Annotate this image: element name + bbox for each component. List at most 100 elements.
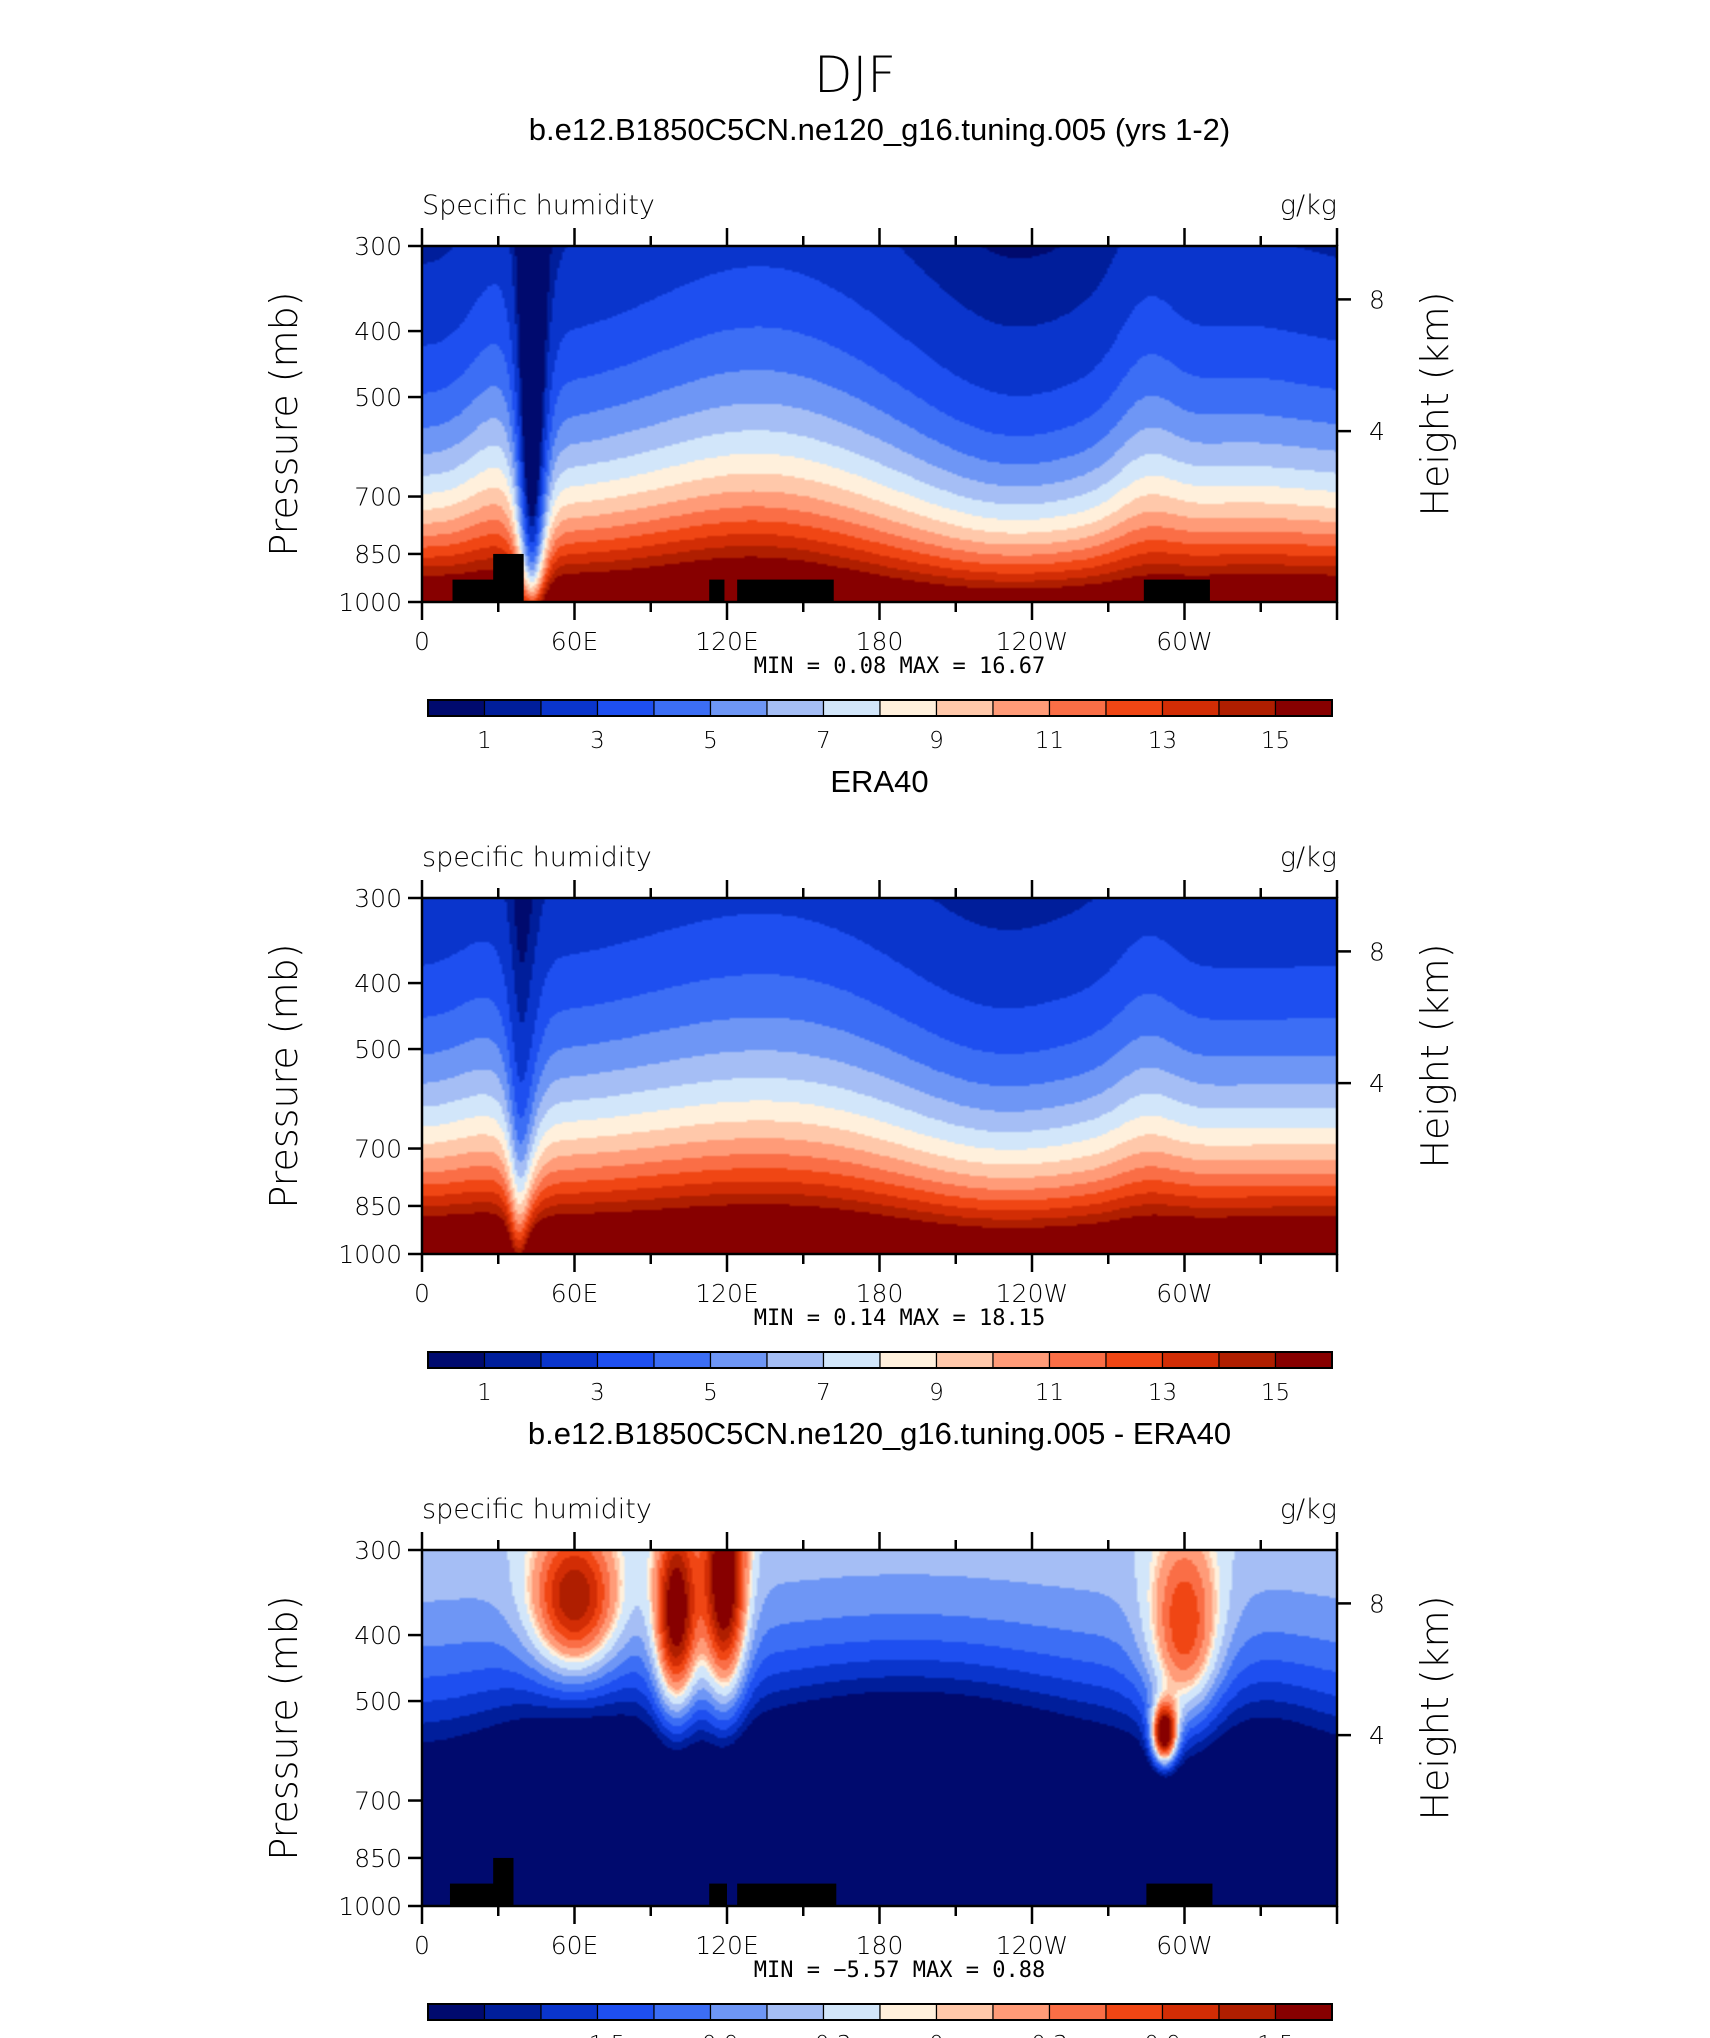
colorbar-label: 1 bbox=[477, 1380, 492, 1406]
x-tick-label: 120E bbox=[695, 1931, 759, 1960]
panel-3: b.e12.B1850C5CN.ne120_g16.tuning.005 - E… bbox=[262, 1416, 1457, 2038]
x-tick-label: 60E bbox=[551, 1931, 599, 1960]
colorbar-swatch bbox=[935, 2003, 994, 2021]
terrain-mask bbox=[1143, 579, 1210, 602]
y2-tick-label: 8 bbox=[1369, 937, 1385, 966]
y2-axis-title: Height (km) bbox=[1413, 1595, 1457, 1820]
colorbar-label: 3 bbox=[590, 1380, 605, 1406]
colorbar-swatch bbox=[653, 2003, 712, 2021]
panel-1: b.e12.B1850C5CN.ne120_g16.tuning.005 (yr… bbox=[262, 112, 1457, 754]
colorbar-label: 5 bbox=[703, 1380, 718, 1406]
min-max-label: MIN = −5.57 MAX = 0.88 bbox=[754, 1958, 1045, 1983]
colorbar-label: 3 bbox=[590, 728, 605, 754]
y2-tick-label: 4 bbox=[1369, 1069, 1385, 1098]
colorbar-swatch bbox=[596, 1351, 655, 1369]
colorbar-swatch bbox=[1218, 2003, 1277, 2021]
left-string: Specific humidity bbox=[422, 190, 655, 221]
colorbar-label: 11 bbox=[1035, 728, 1064, 754]
y-tick-label: 850 bbox=[354, 1844, 402, 1873]
colorbar-swatch bbox=[1105, 2003, 1164, 2021]
colorbar-swatch bbox=[1218, 1351, 1277, 1369]
colorbar-swatch bbox=[1274, 2003, 1333, 2021]
y-tick-label: 850 bbox=[354, 540, 402, 569]
colorbar-swatch bbox=[822, 2003, 881, 2021]
colorbar-swatch bbox=[879, 699, 938, 717]
panel-title: ERA40 bbox=[830, 764, 928, 799]
panel-title: b.e12.B1850C5CN.ne120_g16.tuning.005 - E… bbox=[528, 1416, 1231, 1451]
y2-tick-label: 8 bbox=[1369, 285, 1385, 314]
colorbar-swatch bbox=[653, 1351, 712, 1369]
colorbar-label: 7 bbox=[816, 728, 831, 754]
colorbar-swatch bbox=[822, 699, 881, 717]
colorbar-frame bbox=[427, 699, 1333, 717]
colorbar-label: 1.5 bbox=[1257, 2032, 1294, 2038]
x-tick-label: 120E bbox=[695, 627, 759, 656]
colorbar-label: 13 bbox=[1148, 1380, 1177, 1406]
colorbar-swatch bbox=[1161, 2003, 1220, 2021]
colorbar-swatch bbox=[1048, 2003, 1107, 2021]
colorbar-label: 5 bbox=[703, 728, 718, 754]
colorbar-label: 11 bbox=[1035, 1380, 1064, 1406]
terrain-mask bbox=[449, 1883, 496, 1906]
colorbar-swatch bbox=[1161, 1351, 1220, 1369]
colorbar-swatch bbox=[879, 2003, 938, 2021]
colorbar-swatch bbox=[709, 1351, 768, 1369]
main-title: DJF bbox=[814, 46, 896, 104]
terrain-mask bbox=[737, 579, 834, 602]
colorbar-swatch bbox=[1274, 1351, 1333, 1369]
y-tick-label: 1000 bbox=[338, 1240, 402, 1269]
colorbar-swatch bbox=[1048, 1351, 1107, 1369]
min-max-label: MIN = 0.14 MAX = 18.15 bbox=[754, 1306, 1045, 1331]
units-string: g/kg bbox=[1280, 190, 1337, 221]
colorbar-swatch bbox=[992, 699, 1051, 717]
y-tick-label: 500 bbox=[354, 1687, 402, 1716]
terrain-mask bbox=[709, 579, 725, 602]
colorbar-swatch bbox=[709, 699, 768, 717]
colorbar-label: 9 bbox=[929, 728, 944, 754]
colorbar-swatch bbox=[1218, 699, 1277, 717]
x-tick-label: 120W bbox=[996, 627, 1068, 656]
y-tick-label: 400 bbox=[354, 1621, 402, 1650]
colorbar-swatch bbox=[766, 2003, 825, 2021]
colorbar-label: −1.5 bbox=[570, 2032, 626, 2038]
colorbar-label: 7 bbox=[816, 1380, 831, 1406]
contour-field bbox=[422, 246, 1337, 602]
y-tick-label: 400 bbox=[354, 317, 402, 346]
x-tick-label: 120W bbox=[996, 1279, 1068, 1308]
colorbar-swatch bbox=[1161, 699, 1220, 717]
min-max-label: MIN = 0.08 MAX = 16.67 bbox=[754, 654, 1045, 679]
y2-axis-title: Height (km) bbox=[1413, 943, 1457, 1168]
x-tick-label: 180 bbox=[856, 1931, 904, 1960]
y2-tick-label: 4 bbox=[1369, 417, 1385, 446]
colorbar-swatch bbox=[766, 699, 825, 717]
x-tick-label: 120W bbox=[996, 1931, 1068, 1960]
x-tick-label: 120E bbox=[695, 1279, 759, 1308]
y-axis-title: Pressure (mb) bbox=[262, 943, 306, 1208]
contour-field bbox=[422, 898, 1337, 1254]
colorbar-swatch bbox=[822, 1351, 881, 1369]
colorbar-label: 13 bbox=[1148, 728, 1177, 754]
terrain-mask bbox=[737, 1883, 837, 1906]
colorbar-swatch bbox=[427, 1351, 486, 1369]
y-tick-label: 850 bbox=[354, 1192, 402, 1221]
colorbar-swatch bbox=[1105, 1351, 1164, 1369]
x-tick-label: 0 bbox=[414, 1931, 430, 1960]
y2-tick-label: 8 bbox=[1369, 1589, 1385, 1618]
x-tick-label: 60W bbox=[1156, 627, 1213, 656]
x-tick-label: 60W bbox=[1156, 1931, 1213, 1960]
units-string: g/kg bbox=[1280, 1494, 1337, 1525]
colorbar-swatch bbox=[540, 2003, 599, 2021]
colorbar-swatch bbox=[935, 699, 994, 717]
y2-tick-label: 4 bbox=[1369, 1721, 1385, 1750]
colorbar-label: 15 bbox=[1261, 728, 1290, 754]
colorbar-swatch bbox=[427, 699, 486, 717]
x-tick-label: 180 bbox=[856, 1279, 904, 1308]
colorbar-swatch bbox=[1274, 699, 1333, 717]
colorbar-swatch bbox=[935, 1351, 994, 1369]
x-tick-label: 60W bbox=[1156, 1279, 1213, 1308]
x-tick-label: 60E bbox=[551, 1279, 599, 1308]
colorbar-label: 15 bbox=[1261, 1380, 1290, 1406]
terrain-mask bbox=[452, 579, 499, 602]
y-axis-title: Pressure (mb) bbox=[262, 291, 306, 556]
